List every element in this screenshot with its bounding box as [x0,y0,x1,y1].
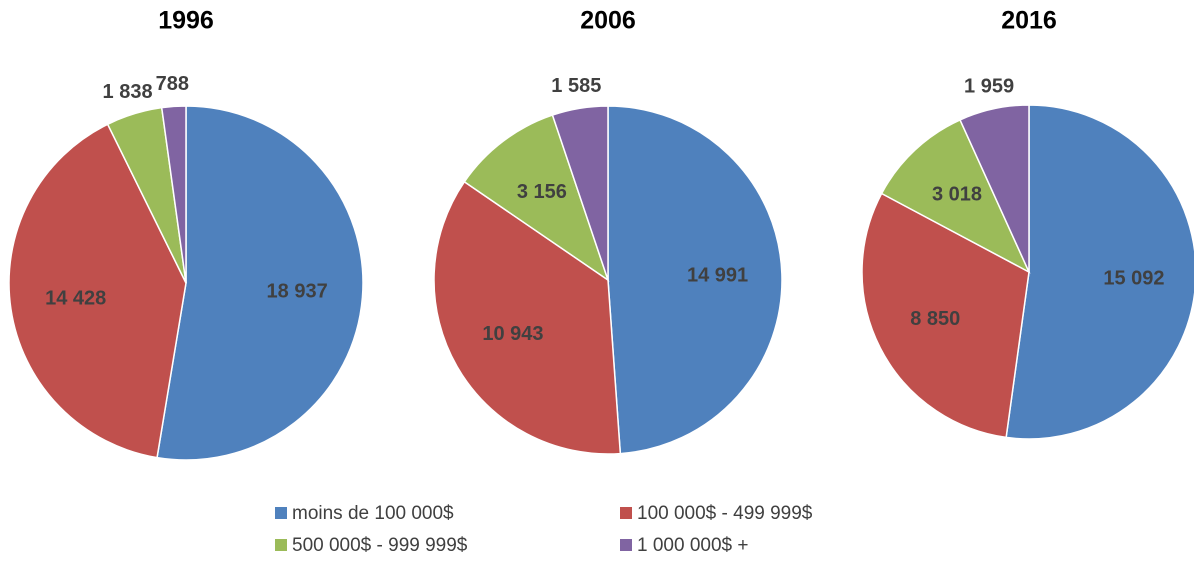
data-label: 1 959 [964,76,1014,98]
chart-title: 2016 [1001,7,1057,35]
pie-slice [607,105,783,455]
chart-title: 2006 [580,7,636,35]
data-label: 15 092 [1103,268,1164,290]
legend-swatch [275,539,287,551]
data-label: 788 [156,73,189,95]
data-label: 10 943 [482,323,543,345]
pie-slice [160,105,187,284]
legend-label: 500 000$ - 999 999$ [292,535,468,556]
pie-slice [1005,104,1194,440]
legend-swatch [275,507,287,519]
data-label: 14 991 [687,264,748,286]
chart-title: 1996 [158,7,214,35]
pie-slice [156,105,364,461]
pie-slice [959,104,1030,273]
legend-label: 1 000 000$ + [637,535,748,556]
data-label: 1 585 [551,75,601,97]
data-label: 3 018 [932,184,982,206]
pie-slice [463,114,610,282]
data-label: 3 156 [517,181,567,203]
pie-slice [880,118,1031,274]
legend-swatch [620,539,632,551]
pie-slice [551,105,609,281]
data-label: 18 937 [267,280,328,302]
data-label: 8 850 [910,308,960,330]
legend-label: moins de 100 000$ [292,503,454,524]
pie-slice [433,180,622,455]
legend-label: 100 000$ - 499 999$ [637,503,813,524]
data-label: 1 838 [103,81,153,103]
legend-swatch [620,507,632,519]
pie-slice [861,192,1030,439]
data-label: 14 428 [45,288,106,310]
pie-slice [8,123,187,459]
